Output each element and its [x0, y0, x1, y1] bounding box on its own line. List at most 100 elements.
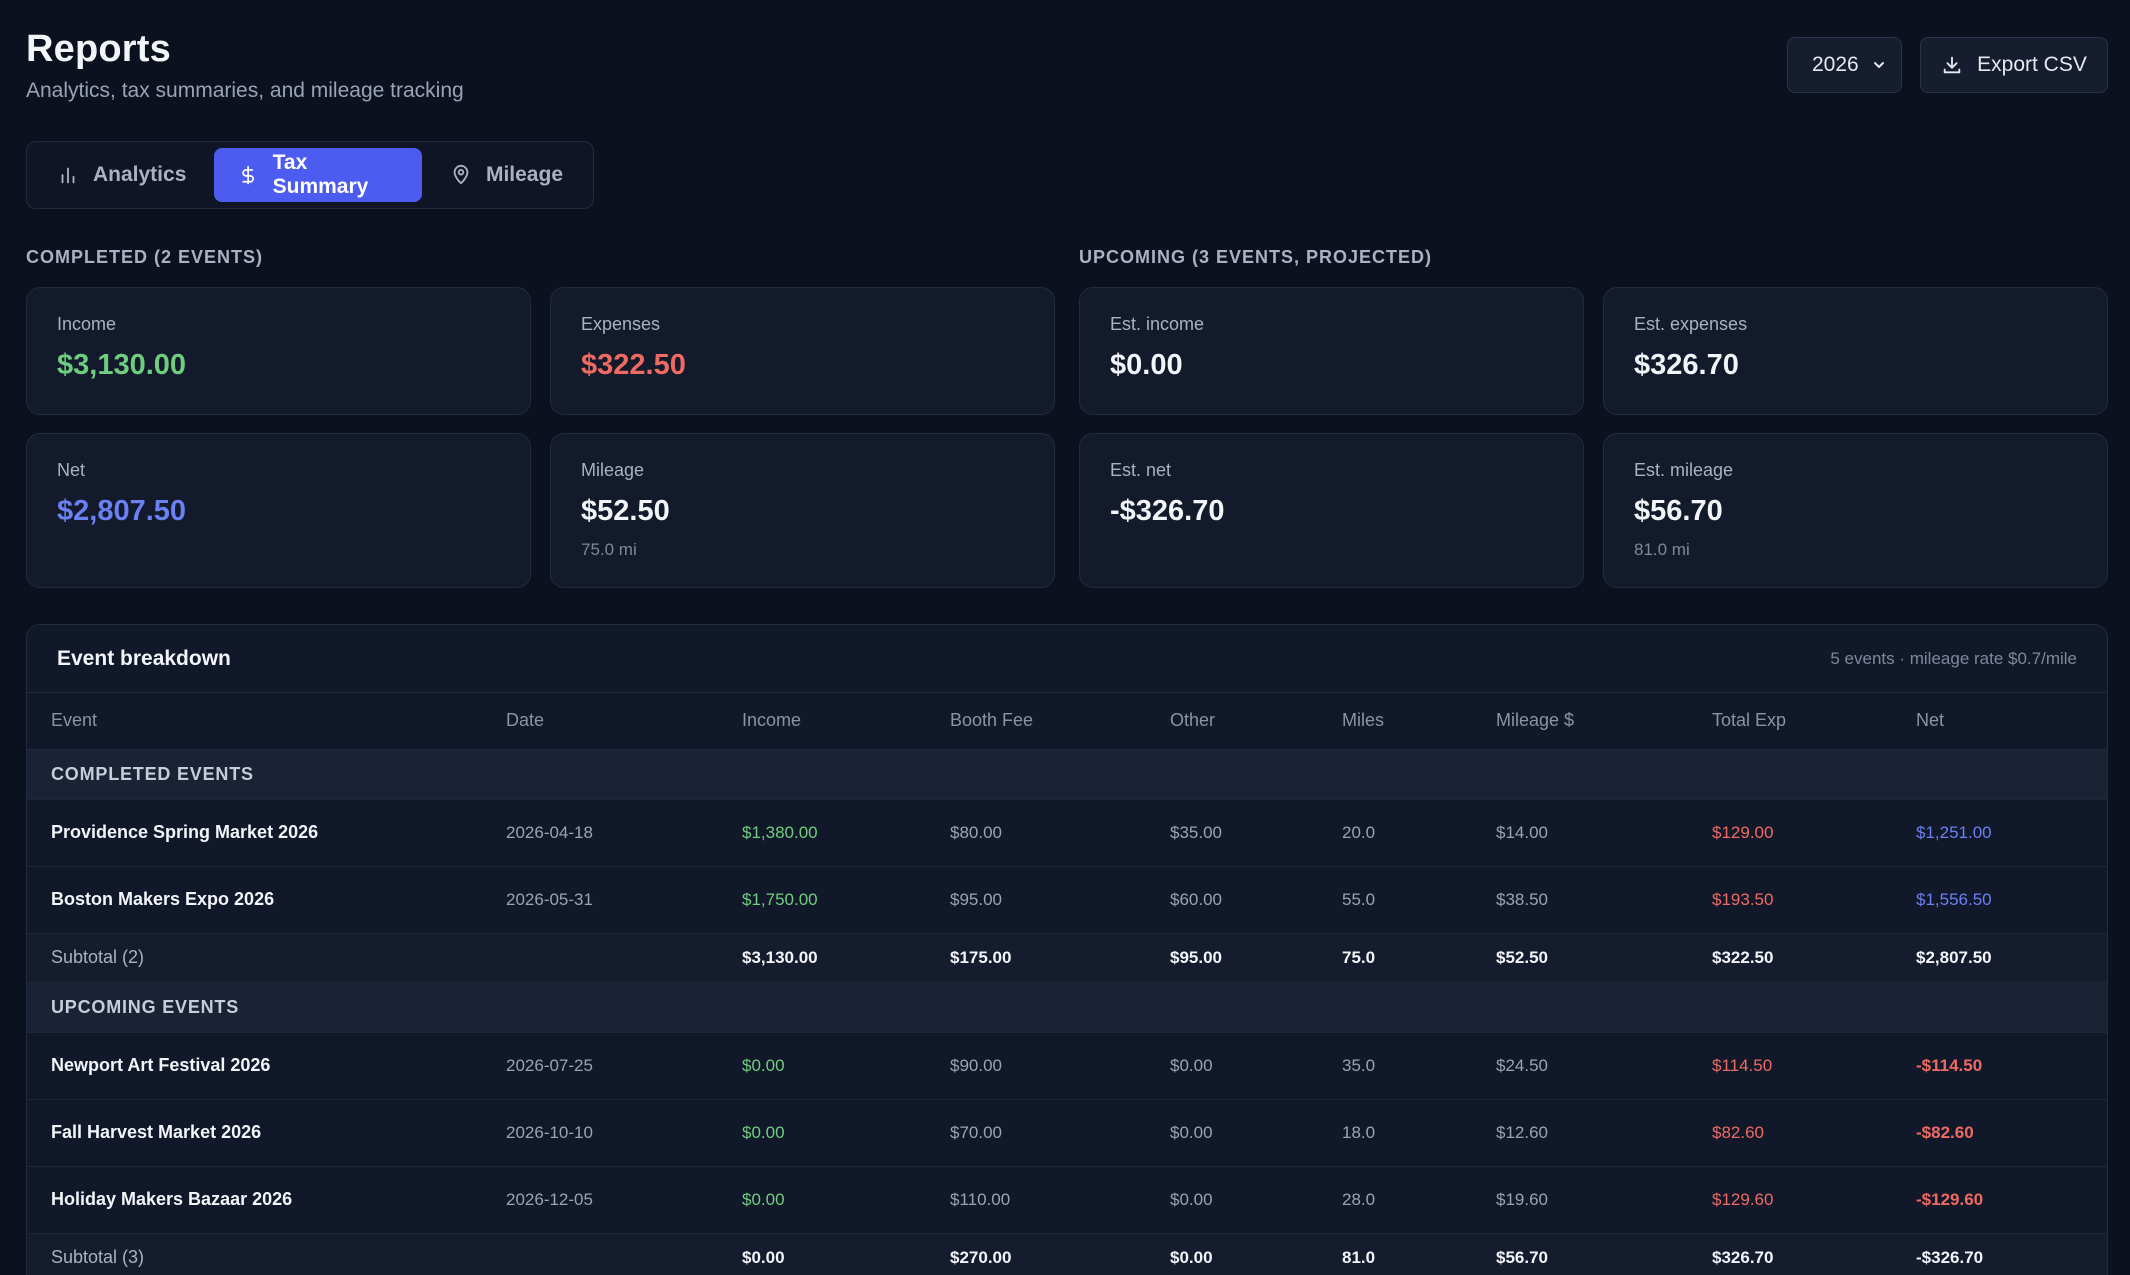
card-label: Net	[57, 460, 86, 480]
event-breakdown-title: Event breakdown	[57, 646, 231, 670]
subtotal-total-expense: $322.50	[1688, 933, 1892, 983]
tab-label: Tax Summary	[272, 151, 369, 198]
event-net: $1,251.00	[1892, 799, 2107, 867]
tab-mileage[interactable]: Mileage	[426, 148, 587, 202]
event-booth-fee: $95.00	[926, 866, 1146, 934]
event-total-expense: $129.60	[1688, 1166, 1892, 1234]
event-miles: 18.0	[1318, 1099, 1472, 1167]
column-header[interactable]: Mileage $	[1472, 693, 1688, 750]
event-date: 2026-04-18	[482, 799, 718, 867]
table-row[interactable]: Newport Art Festival 2026 2026-07-25 $0.…	[27, 1032, 2107, 1100]
event-net: -$129.60	[1892, 1166, 2107, 1234]
subtotal-net: -$326.70	[1892, 1233, 2107, 1275]
subtotal-label: Subtotal (3)	[27, 1233, 482, 1275]
column-header[interactable]: Other	[1146, 693, 1318, 750]
completed-section-label: COMPLETED (2 EVENTS)	[26, 247, 264, 267]
table-row[interactable]: Holiday Makers Bazaar 2026 2026-12-05 $0…	[27, 1166, 2107, 1234]
year-select[interactable]: 2026	[1787, 37, 1902, 93]
page-header: Reports Analytics, tax summaries, and mi…	[26, 28, 464, 103]
event-booth-fee: $70.00	[926, 1099, 1146, 1167]
column-header[interactable]: Booth Fee	[926, 693, 1146, 750]
dollar-icon	[242, 165, 255, 185]
event-name: Newport Art Festival 2026	[27, 1032, 482, 1100]
event-income: $1,380.00	[718, 799, 926, 867]
year-select-value: 2026	[1812, 53, 1859, 76]
group-row-upcoming: UPCOMING EVENTS	[27, 982, 2107, 1033]
card-value: $52.50	[581, 495, 670, 527]
event-name: Holiday Makers Bazaar 2026	[27, 1166, 482, 1234]
page-title: Reports	[26, 28, 171, 70]
column-header[interactable]: Date	[482, 693, 718, 750]
column-header[interactable]: Net	[1892, 693, 2107, 750]
subtotal-other: $95.00	[1146, 933, 1318, 983]
event-breakdown-table: Event Date Income Booth Fee Other Miles …	[27, 693, 2107, 1275]
upcoming-mileage-card: Est. mileage $56.70 81.0 mi	[1603, 433, 2108, 588]
event-income: $0.00	[718, 1099, 926, 1167]
card-label: Expenses	[581, 314, 661, 334]
upcoming-expenses-card: Est. expenses $326.70	[1603, 287, 2108, 415]
column-header[interactable]: Miles	[1318, 693, 1472, 750]
chevron-down-icon	[1874, 62, 1884, 68]
event-total-expense: $193.50	[1688, 866, 1892, 934]
event-other: $60.00	[1146, 866, 1318, 934]
upcoming-income-card: Est. income $0.00	[1079, 287, 1584, 415]
card-label: Est. net	[1110, 460, 1172, 480]
column-header[interactable]: Income	[718, 693, 926, 750]
subtotal-date	[482, 933, 718, 983]
subtotal-label: Subtotal (2)	[27, 933, 482, 983]
event-miles: 28.0	[1318, 1166, 1472, 1234]
card-subvalue: 75.0 mi	[581, 540, 637, 559]
event-total-expense: $114.50	[1688, 1032, 1892, 1100]
subtotal-income: $3,130.00	[718, 933, 926, 983]
tab-analytics[interactable]: Analytics	[33, 148, 210, 202]
card-value: $322.50	[581, 349, 686, 381]
column-header[interactable]: Event	[27, 693, 482, 750]
subtotal-booth-fee: $175.00	[926, 933, 1146, 983]
event-breakdown-header: Event breakdown 5 events · mileage rate …	[27, 625, 2107, 693]
card-value: -$326.70	[1110, 495, 1225, 527]
card-label: Est. income	[1110, 314, 1205, 334]
card-value: $3,130.00	[57, 349, 187, 381]
event-name: Boston Makers Expo 2026	[27, 866, 482, 934]
event-date: 2026-12-05	[482, 1166, 718, 1234]
subtotal-miles: 75.0	[1318, 933, 1472, 983]
event-date: 2026-07-25	[482, 1032, 718, 1100]
group-row-completed: COMPLETED EVENTS	[27, 749, 2107, 800]
subtotal-booth-fee: $270.00	[926, 1233, 1146, 1275]
event-breakdown-meta: 5 events · mileage rate $0.7/mile	[1830, 648, 2077, 668]
event-name: Providence Spring Market 2026	[27, 799, 482, 867]
subtotal-total-expense: $326.70	[1688, 1233, 1892, 1275]
card-subvalue: 81.0 mi	[1634, 540, 1690, 559]
subtotal-row-completed: Subtotal (2) $3,130.00 $175.00 $95.00 75…	[27, 933, 2107, 983]
table-header-row: Event Date Income Booth Fee Other Miles …	[27, 693, 2107, 750]
event-mileage-cost: $14.00	[1472, 799, 1688, 867]
report-tabs: Analytics Tax Summary Mileage	[26, 141, 594, 209]
event-name: Fall Harvest Market 2026	[27, 1099, 482, 1167]
card-label: Est. expenses	[1634, 314, 1748, 334]
column-header[interactable]: Total Exp	[1688, 693, 1892, 750]
table-row[interactable]: Boston Makers Expo 2026 2026-05-31 $1,75…	[27, 866, 2107, 934]
event-miles: 35.0	[1318, 1032, 1472, 1100]
event-miles: 20.0	[1318, 799, 1472, 867]
tab-tax-summary[interactable]: Tax Summary	[214, 148, 422, 202]
completed-net-card: Net $2,807.50	[26, 433, 531, 588]
export-csv-button[interactable]: Export CSV	[1920, 37, 2108, 93]
table-row[interactable]: Providence Spring Market 2026 2026-04-18…	[27, 799, 2107, 867]
event-breakdown-card: Event breakdown 5 events · mileage rate …	[26, 624, 2108, 1275]
event-income: $1,750.00	[718, 866, 926, 934]
event-income: $0.00	[718, 1032, 926, 1100]
completed-income-card: Income $3,130.00	[26, 287, 531, 415]
event-net: -$82.60	[1892, 1099, 2107, 1167]
export-csv-label: Export CSV	[1977, 53, 2087, 76]
subtotal-date	[482, 1233, 718, 1275]
event-total-expense: $82.60	[1688, 1099, 1892, 1167]
event-other: $0.00	[1146, 1166, 1318, 1234]
card-value: $0.00	[1110, 349, 1183, 381]
event-mileage-cost: $24.50	[1472, 1032, 1688, 1100]
table-row[interactable]: Fall Harvest Market 2026 2026-10-10 $0.0…	[27, 1099, 2107, 1167]
card-label: Mileage	[581, 460, 645, 480]
subtotal-mileage-cost: $52.50	[1472, 933, 1688, 983]
event-booth-fee: $90.00	[926, 1032, 1146, 1100]
subtotal-other: $0.00	[1146, 1233, 1318, 1275]
completed-mileage-card: Mileage $52.50 75.0 mi	[550, 433, 1055, 588]
